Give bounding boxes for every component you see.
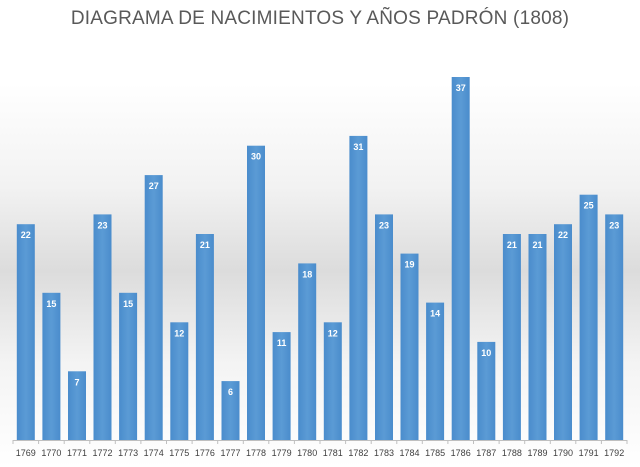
- x-tick-label-1781: 1781: [323, 448, 343, 458]
- bar-1792: [605, 214, 624, 440]
- bar-1778: [247, 145, 265, 440]
- data-label-1784: 19: [404, 260, 414, 270]
- x-tick-label-1788: 1788: [502, 448, 522, 458]
- data-label-1772: 23: [97, 220, 107, 230]
- data-label-1778: 30: [251, 152, 261, 162]
- bar-1780: [298, 263, 317, 440]
- x-tick-label-1774: 1774: [144, 448, 164, 458]
- bar-1772: [93, 214, 112, 440]
- bar-1781: [323, 322, 342, 440]
- bar-1774: [144, 175, 163, 440]
- x-tick-label-1786: 1786: [451, 448, 471, 458]
- data-label-1771: 7: [74, 377, 79, 387]
- x-tick-label-1785: 1785: [425, 448, 445, 458]
- bar-1769: [16, 224, 35, 440]
- bar-1779: [272, 332, 291, 440]
- bar-1771: [68, 371, 86, 440]
- x-tick-label-1772: 1772: [92, 448, 112, 458]
- x-tick-label-1792: 1792: [604, 448, 624, 458]
- x-tick-label-1784: 1784: [399, 448, 419, 458]
- data-label-1783: 23: [379, 220, 389, 230]
- data-label-1777: 6: [228, 387, 233, 397]
- data-label-1780: 18: [302, 269, 312, 279]
- data-label-1791: 25: [584, 201, 594, 211]
- data-label-1786: 37: [456, 83, 466, 93]
- data-label-1785: 14: [430, 309, 440, 319]
- x-tick-label-1780: 1780: [297, 448, 317, 458]
- x-tick-label-1787: 1787: [476, 448, 496, 458]
- x-tick-label-1771: 1771: [67, 448, 87, 458]
- data-label-1775: 12: [174, 328, 184, 338]
- data-label-1792: 23: [609, 220, 619, 230]
- bar-1790: [554, 224, 572, 440]
- data-label-1788: 21: [507, 240, 517, 250]
- bar-1782: [349, 135, 368, 440]
- x-tick-label-1777: 1777: [220, 448, 240, 458]
- x-tick-label-1775: 1775: [169, 448, 189, 458]
- bar-1776: [195, 234, 214, 440]
- x-tick-label-1770: 1770: [41, 448, 61, 458]
- data-label-1781: 12: [328, 328, 338, 338]
- bar-1791: [579, 194, 598, 440]
- x-tick-label-1782: 1782: [348, 448, 368, 458]
- x-tick-label-1773: 1773: [118, 448, 138, 458]
- data-label-1769: 22: [21, 230, 31, 240]
- data-label-1782: 31: [353, 142, 363, 152]
- data-label-1789: 21: [532, 240, 542, 250]
- x-tick-label-1779: 1779: [272, 448, 292, 458]
- chart-title: DIAGRAMA DE NACIMIENTOS Y AÑOS PADRÓN (1…: [70, 8, 570, 29]
- bar-1783: [375, 214, 393, 440]
- bar-1784: [400, 253, 419, 440]
- bar-1787: [477, 341, 496, 440]
- bar-1789: [528, 234, 547, 440]
- data-label-1770: 15: [46, 299, 56, 309]
- data-label-1773: 15: [123, 299, 133, 309]
- x-tick-label-1776: 1776: [195, 448, 215, 458]
- data-label-1779: 11: [277, 338, 287, 348]
- x-tick-label-1791: 1791: [579, 448, 599, 458]
- bar-1788: [502, 234, 521, 440]
- bar-1773: [119, 292, 138, 440]
- x-tick-label-1790: 1790: [553, 448, 573, 458]
- data-label-1790: 22: [558, 230, 568, 240]
- x-tick-label-1783: 1783: [374, 448, 394, 458]
- bar-1777: [221, 381, 240, 440]
- x-tick-label-1789: 1789: [527, 448, 547, 458]
- x-tick-label-1778: 1778: [246, 448, 266, 458]
- bar-1785: [426, 302, 445, 440]
- bar-1786: [451, 77, 470, 440]
- x-tick-label-1769: 1769: [16, 448, 36, 458]
- data-label-1774: 27: [149, 181, 159, 191]
- bar-1775: [170, 322, 189, 440]
- data-label-1787: 10: [481, 348, 491, 358]
- data-label-1776: 21: [200, 240, 210, 250]
- bar-1770: [42, 292, 61, 440]
